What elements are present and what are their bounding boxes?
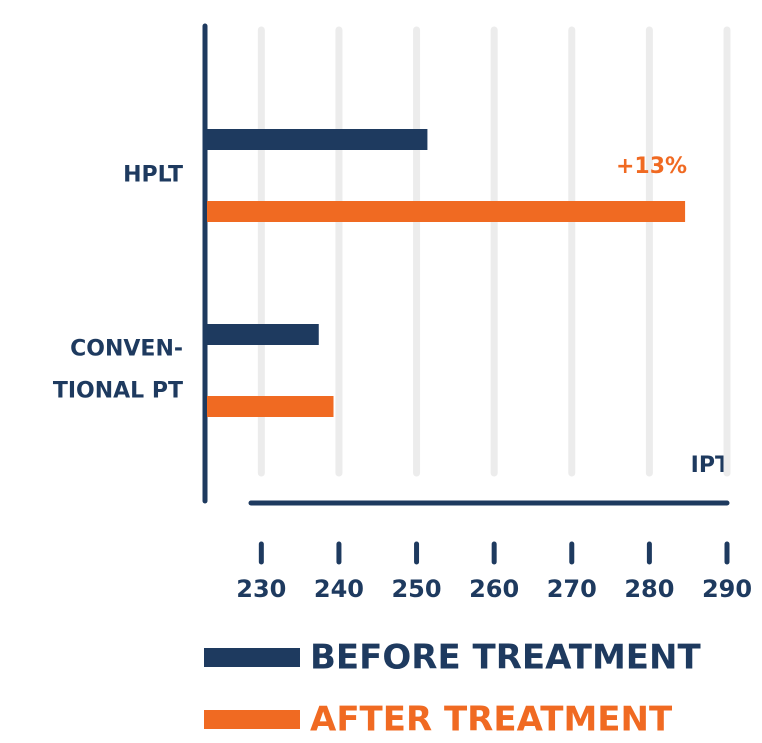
bar [207, 396, 334, 417]
x-tick-label: 230 [236, 575, 286, 603]
legend-label: BEFORE TREATMENT [310, 638, 701, 678]
annotation: +13% [616, 154, 687, 179]
x-axis-label: IPT [691, 453, 730, 478]
x-tick-label: 290 [702, 575, 752, 603]
x-tick-label: 250 [391, 575, 441, 603]
bar [207, 324, 319, 345]
x-tick-label: 240 [314, 575, 364, 603]
x-tick-label: 280 [624, 575, 674, 603]
y-tick-label: CONVEN- TIONAL PT [53, 337, 183, 404]
legend-label: AFTER TREATMENT [310, 700, 673, 740]
y-tick-label-line: CONVEN- [70, 337, 183, 362]
bar [207, 129, 428, 150]
x-tick-label: 260 [469, 575, 519, 603]
y-tick-label: HPLT [123, 163, 183, 188]
y-tick-label-line: HPLT [123, 163, 183, 188]
legend-swatch [204, 710, 300, 729]
bar [207, 201, 686, 222]
y-tick-label-line: TIONAL PT [53, 379, 183, 404]
x-tick-label: 270 [547, 575, 597, 603]
legend-swatch [204, 648, 300, 667]
